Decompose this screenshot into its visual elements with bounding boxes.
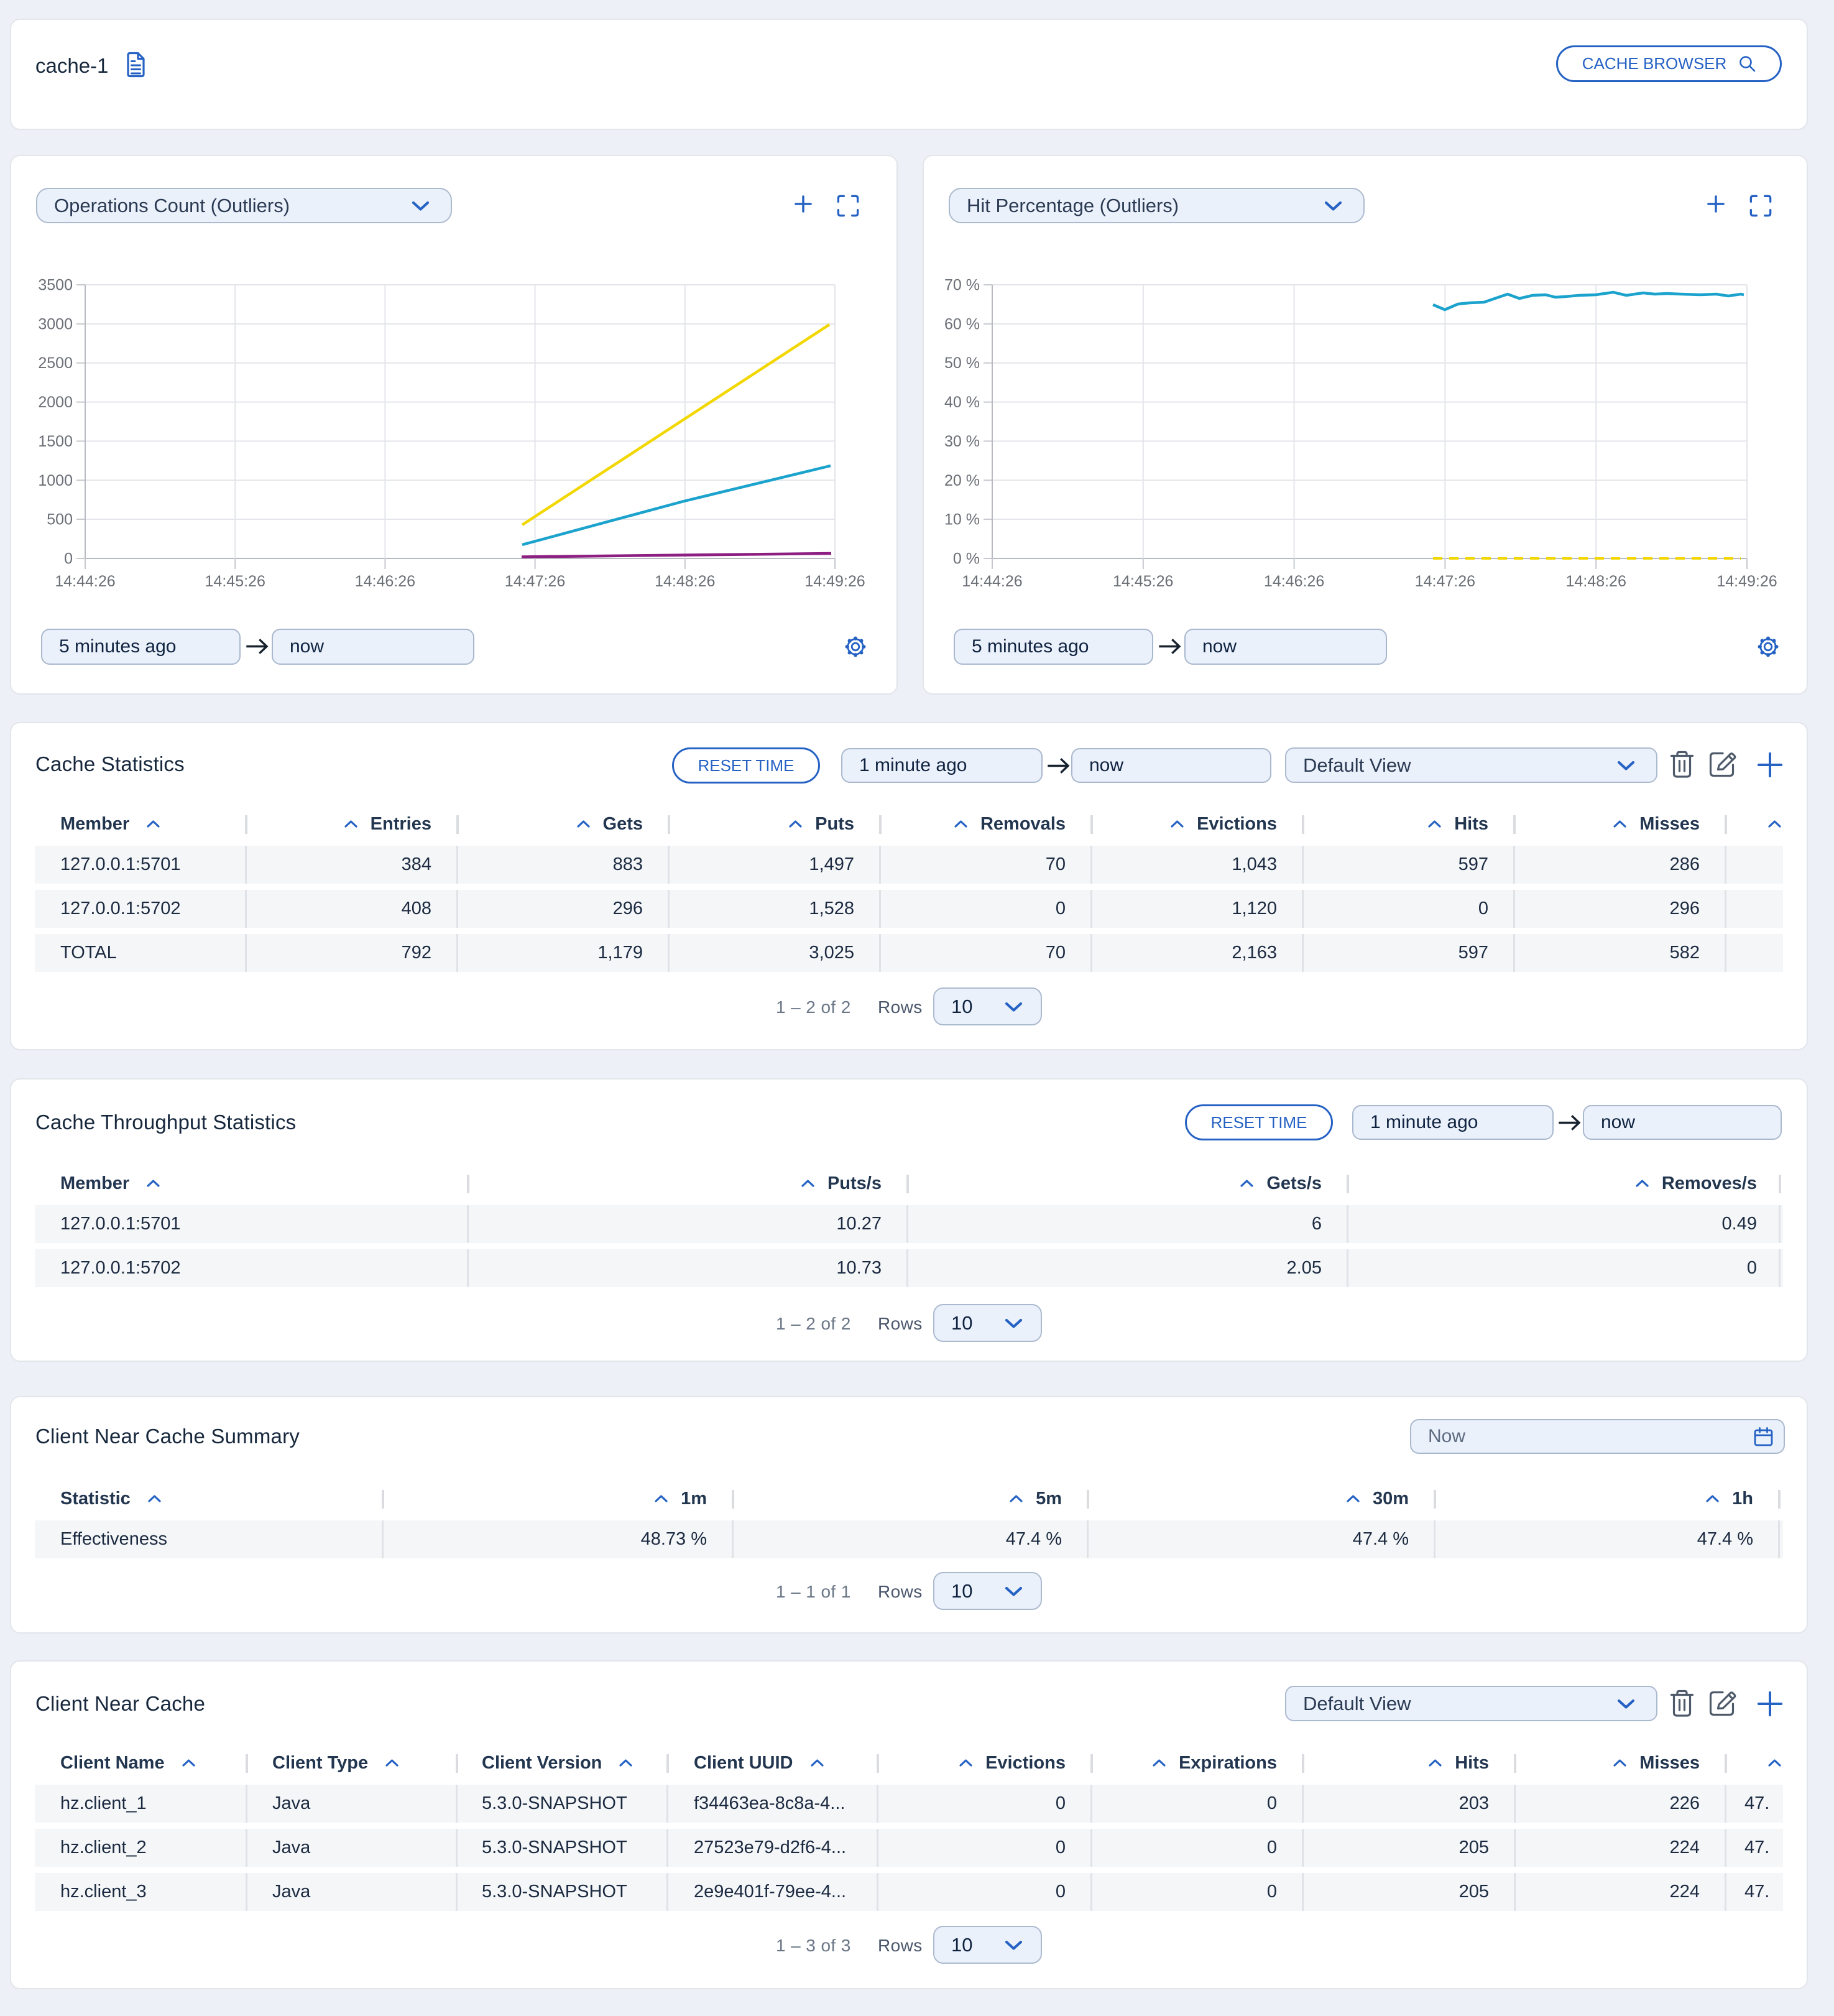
svg-text:14:47:26: 14:47:26 bbox=[1415, 573, 1475, 590]
svg-text:0 %: 0 % bbox=[953, 550, 980, 568]
svg-text:14:46:26: 14:46:26 bbox=[355, 573, 415, 590]
svg-text:1500: 1500 bbox=[38, 433, 73, 450]
svg-text:40 %: 40 % bbox=[944, 394, 980, 411]
svg-text:14:48:26: 14:48:26 bbox=[655, 573, 715, 590]
svg-text:500: 500 bbox=[47, 511, 73, 529]
svg-text:14:44:26: 14:44:26 bbox=[55, 573, 115, 590]
svg-text:20 %: 20 % bbox=[944, 472, 980, 489]
svg-text:14:48:26: 14:48:26 bbox=[1566, 573, 1626, 590]
svg-text:60 %: 60 % bbox=[944, 315, 980, 333]
svg-text:14:45:26: 14:45:26 bbox=[205, 573, 265, 590]
svg-text:3500: 3500 bbox=[38, 277, 73, 294]
svg-text:70 %: 70 % bbox=[944, 277, 980, 294]
svg-text:3000: 3000 bbox=[38, 315, 73, 333]
svg-text:14:46:26: 14:46:26 bbox=[1264, 573, 1324, 590]
svg-text:30 %: 30 % bbox=[944, 433, 980, 450]
svg-text:2500: 2500 bbox=[38, 354, 73, 372]
svg-text:50 %: 50 % bbox=[944, 354, 980, 372]
svg-text:1000: 1000 bbox=[38, 472, 73, 489]
svg-text:14:49:26: 14:49:26 bbox=[804, 573, 865, 590]
svg-text:14:49:26: 14:49:26 bbox=[1716, 573, 1777, 590]
svg-text:2000: 2000 bbox=[38, 394, 73, 411]
svg-text:10 %: 10 % bbox=[944, 511, 980, 529]
svg-text:14:47:26: 14:47:26 bbox=[505, 573, 565, 590]
svg-text:14:45:26: 14:45:26 bbox=[1113, 573, 1173, 590]
svg-text:14:44:26: 14:44:26 bbox=[962, 573, 1022, 590]
svg-text:0: 0 bbox=[64, 550, 73, 568]
